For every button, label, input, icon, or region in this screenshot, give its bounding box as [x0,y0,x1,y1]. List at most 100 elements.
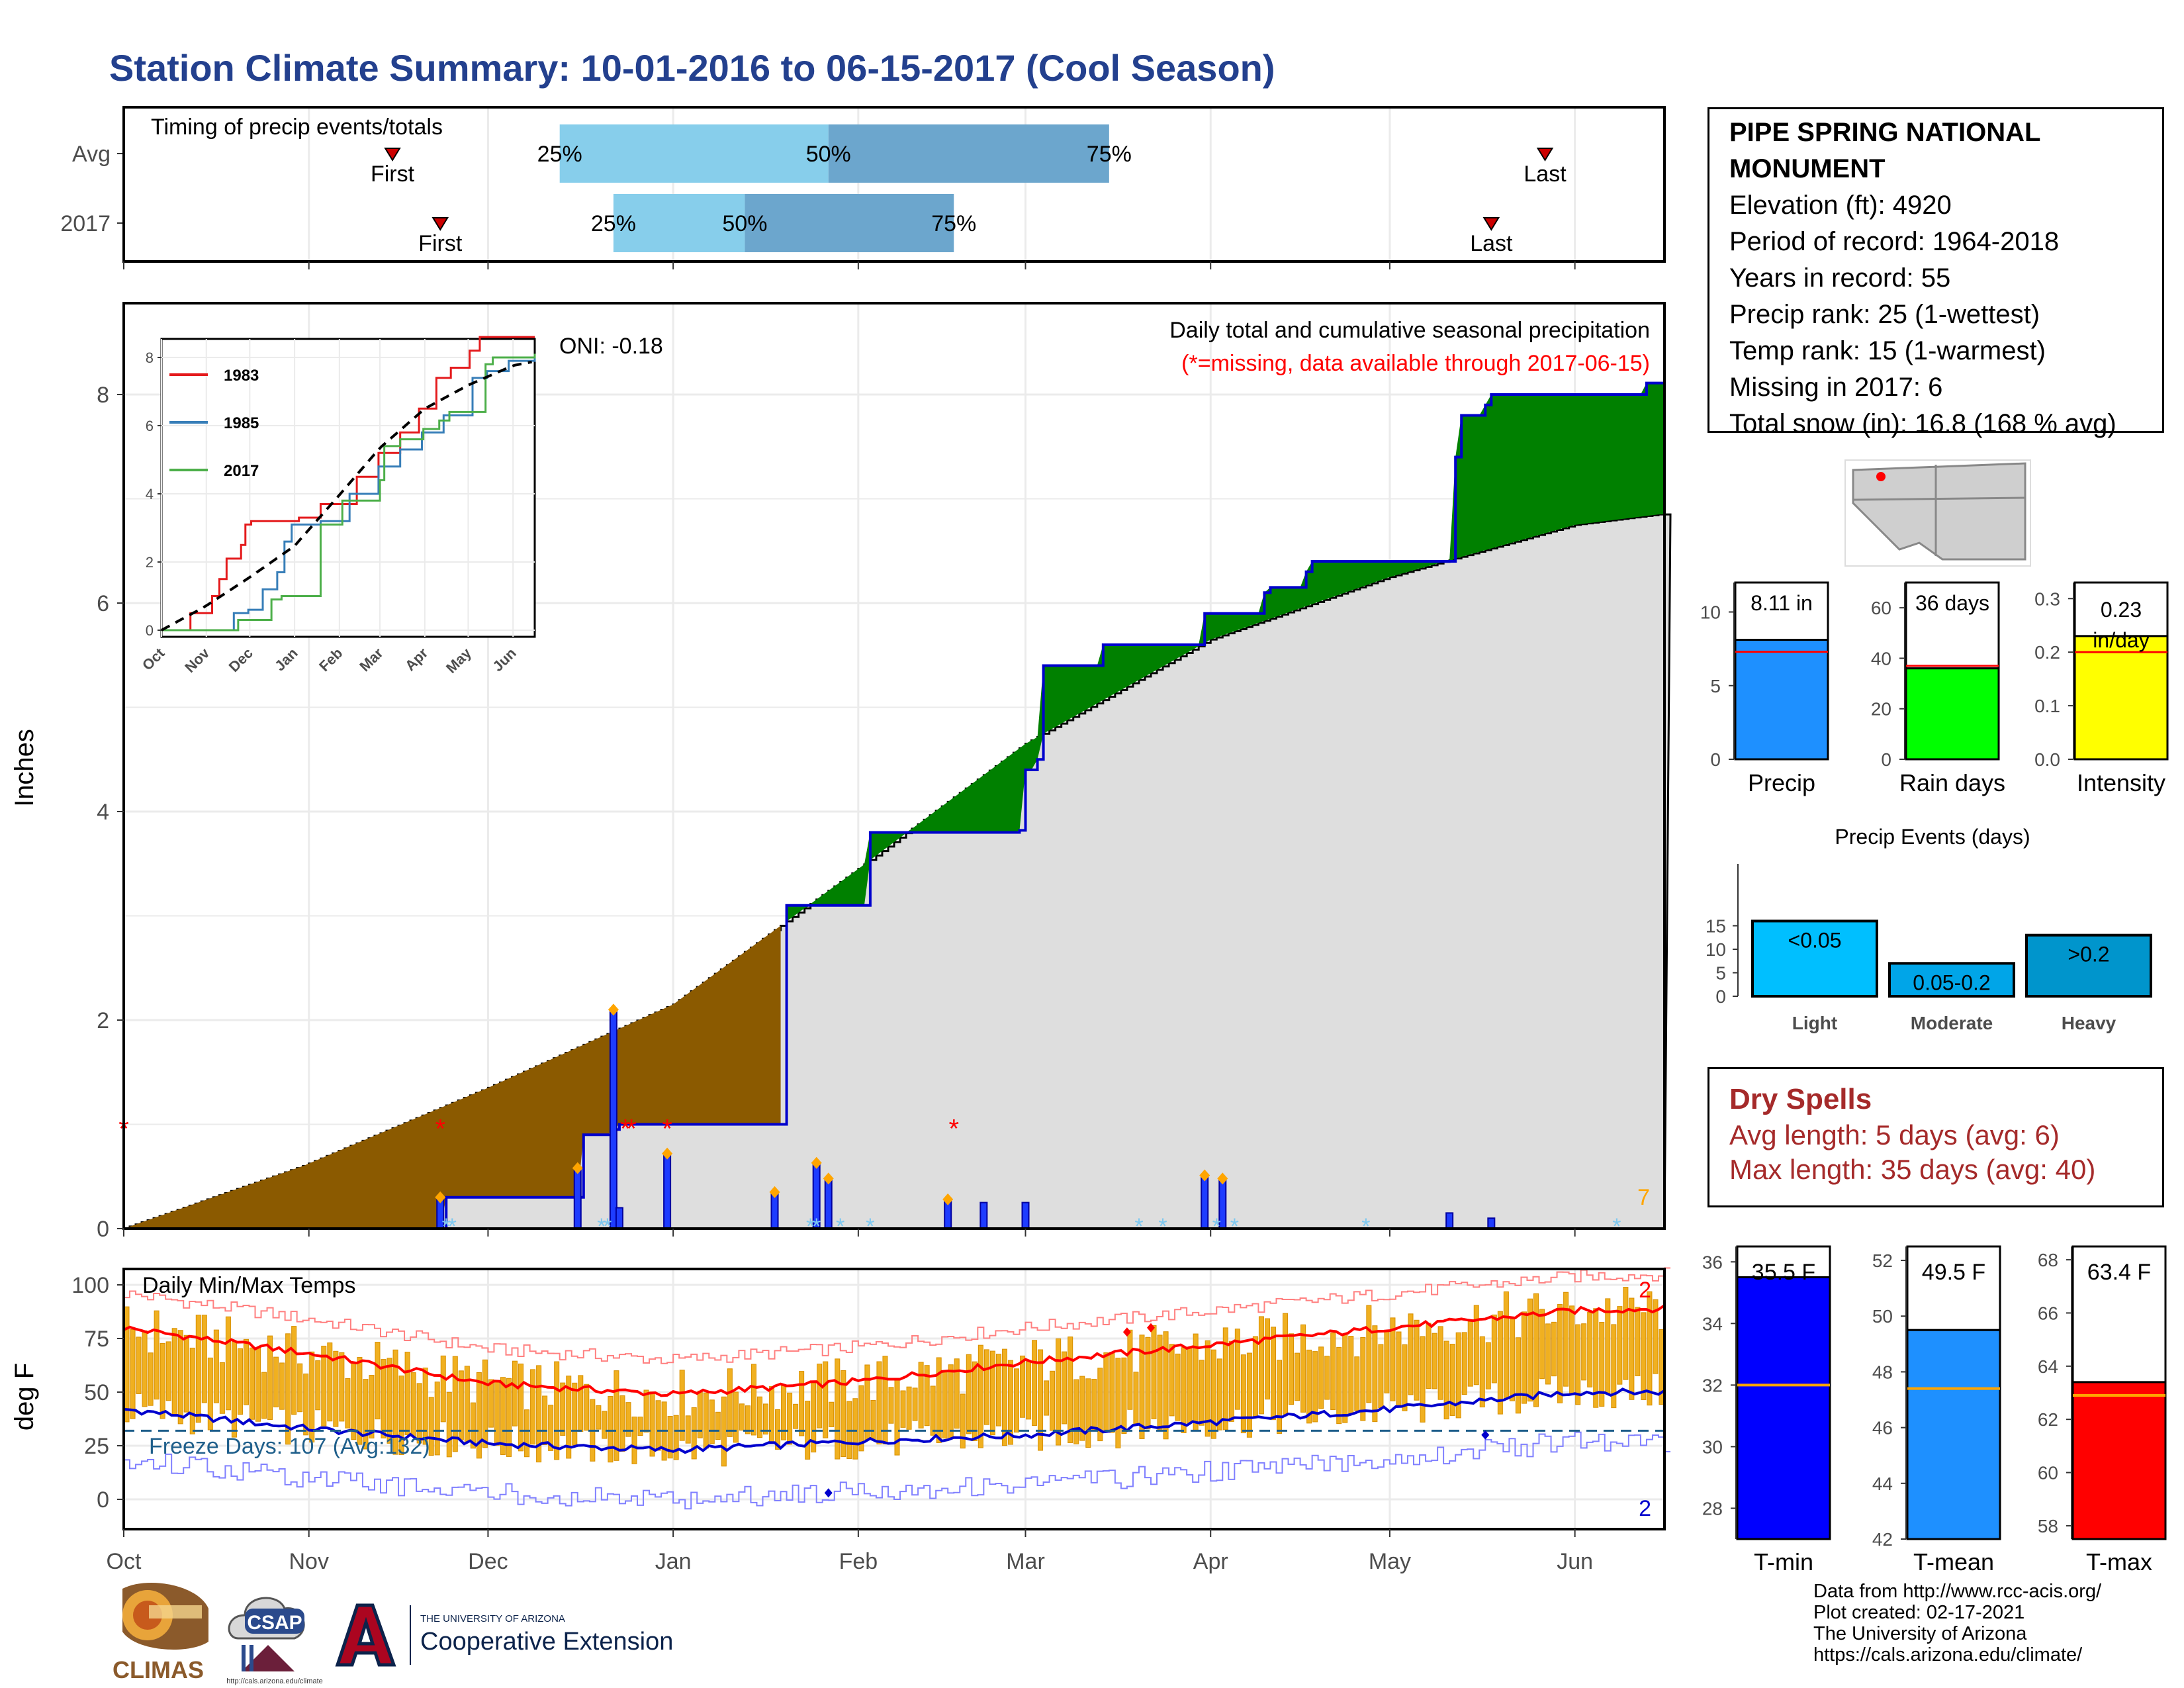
record-max-count: 2 [1639,1278,1651,1303]
temp-bar-y-tick-label: 62 [2038,1409,2058,1430]
corner-count: 7 [1637,1185,1650,1210]
last-label: Last [1524,162,1567,187]
daily-temp-bar [351,1362,357,1440]
temp-y-tick-label: 50 [84,1380,109,1405]
daily-temp-bar [602,1411,608,1439]
daily-temp-bar [333,1350,339,1427]
locator-map [1844,459,2031,567]
daily-temp-bar [1258,1316,1264,1415]
daily-temp-bar [1635,1307,1641,1377]
inset-avg-line [161,360,533,632]
daily-temp-bar [213,1329,219,1403]
temp-bar-y-tick-label: 58 [2038,1516,2058,1536]
event-range-label: >0.2 [2068,943,2109,966]
daily-temp-bar [888,1387,894,1424]
daily-temp-bar [476,1372,482,1459]
daily-temp-bar [1581,1323,1587,1381]
mini-y-tick-label: 0 [1881,749,1891,770]
daily-temp-bar [918,1362,924,1429]
temp-bar-value-label: 63.4 F [2087,1260,2151,1285]
daily-temp-bar [906,1386,912,1430]
daily-temp-bar [1437,1326,1443,1400]
daily-temp-bar [154,1310,159,1400]
daily-temp-bar [1629,1297,1635,1400]
timing-percent-label: 25% [591,211,636,236]
daily-precip-bar [1021,1201,1030,1229]
mini-y-tick-label: 10 [1700,602,1721,623]
daily-temp-bar [410,1372,416,1437]
deficit-area [124,925,781,1229]
daily-temp-bar [1318,1346,1324,1409]
snow-marker: * [806,1214,815,1239]
station-info: PIPE SPRING NATIONAL MONUMENT Elevation … [1707,107,2164,438]
mini-y-tick-label: 0.0 [2034,749,2060,770]
daily-temp-bar [995,1354,1001,1427]
event-range-label: 0.05-0.2 [1913,970,1990,994]
timing-percent-label: 75% [1087,142,1132,167]
ua-big-text: Cooperative Extension [420,1628,673,1656]
record-high-marker [1147,1323,1155,1333]
daily-temp-bar [1390,1317,1396,1401]
daily-temp-bar [142,1330,148,1407]
daily-temp-bar [404,1352,410,1435]
daily-temp-bar [1175,1353,1181,1421]
daily-temp-bar [363,1379,369,1450]
daily-temp-bar [428,1397,434,1456]
daily-temp-bar [989,1350,995,1436]
temp-bar-y-tick-label: 46 [1872,1418,1893,1438]
daily-temp-bar [727,1368,733,1437]
daily-temp-bar [673,1415,679,1460]
daily-temp-bar [279,1362,285,1410]
daily-temp-bar [237,1348,243,1415]
daily-temp-bar [1354,1356,1360,1411]
timing-row-label: Avg [72,142,111,167]
credits: Data from http://www.rcc-acis.org/ Plot … [1813,1581,2101,1665]
temp-bar-value-label: 35.5 F [1752,1260,1815,1285]
daily-temp-bar [1432,1333,1437,1389]
daily-temp-bar [667,1416,673,1459]
dry-spells-box: Dry Spells Avg length: 5 days (avg: 6) M… [1707,1067,2164,1207]
daily-temp-bar [799,1371,805,1436]
daily-temp-bar [554,1361,560,1460]
daily-temp-bar [1551,1321,1557,1377]
daily-temp-bar [1342,1333,1348,1423]
precip-frame [122,302,1666,1230]
ua-small-text: THE UNIVERSITY OF ARIZONA [420,1613,565,1624]
timing-bar-q2 [745,194,954,252]
daily-temp-bar [924,1365,930,1427]
surplus-area [786,383,1664,921]
mini-bar-label: Intensity [2077,769,2165,796]
event-category-label: Heavy [2062,1013,2116,1033]
daily-temp-bar [930,1385,936,1436]
snow-marker: * [442,1214,451,1239]
temp-bar-y-tick-label: 66 [2038,1303,2058,1323]
daily-temp-bar [494,1381,500,1446]
daily-temp-bar [1097,1368,1103,1442]
daily-temp-bar [751,1364,756,1436]
daily-temp-bar [530,1369,536,1445]
daily-temp-bar [1157,1335,1163,1430]
daily-temp-bar [1593,1308,1599,1408]
temp-bar-value-label: 49.5 F [1922,1260,1985,1285]
daily-precip-bar [573,1167,582,1230]
event-category-label: Light [1792,1013,1837,1033]
record-min-count: 2 [1639,1496,1651,1521]
daily-temp-bar [835,1358,841,1460]
daily-temp-bar [1515,1337,1521,1414]
daily-temp-bar [1181,1347,1187,1434]
timing-percent-label: 25% [537,142,582,167]
daily-temp-bar [1575,1324,1581,1405]
mini-bar-label: Precip [1748,769,1815,796]
temp-bar-y-tick-label: 36 [1702,1252,1723,1272]
daily-temp-bar [381,1359,387,1438]
daily-temp-bar [1473,1305,1479,1385]
inset-y-tick-label: 2 [146,554,154,571]
station-name: PIPE SPRING NATIONAL MONUMENT [1729,118,2040,183]
daily-temp-bar [900,1390,906,1428]
daily-temp-bar [685,1415,691,1444]
daily-temp-bar [1408,1313,1414,1395]
mini-y-tick-label: 5 [1710,676,1721,696]
daily-temp-bar [1139,1335,1145,1440]
inset-y-tick-label: 6 [146,418,154,434]
daily-temp-bar [614,1370,619,1461]
